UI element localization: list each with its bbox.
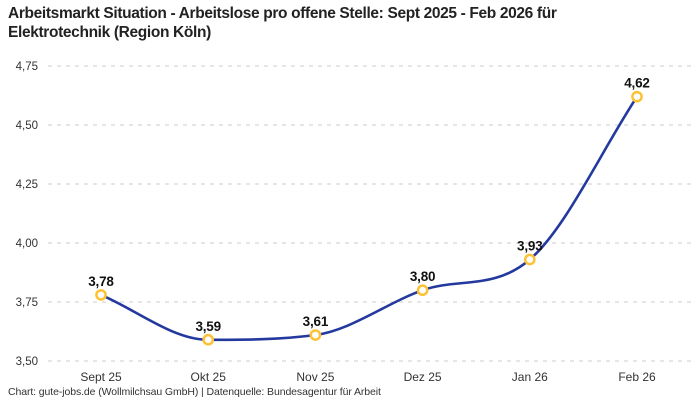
x-axis-tick-label: Dez 25 [404, 370, 442, 384]
y-axis-tick-label: 3,75 [16, 297, 38, 309]
x-axis-tick-label: Nov 25 [296, 370, 334, 384]
series-line [99, 95, 639, 342]
chart-attribution: Chart: gute-jobs.de (Wollmilchsau GmbH) … [8, 386, 381, 398]
data-point-label: 3,80 [410, 269, 435, 284]
data-point-label: 3,59 [195, 319, 220, 334]
x-axis-tick-label: Sept 25 [80, 370, 122, 384]
x-axis-tick-label: Okt 25 [191, 370, 227, 384]
y-axis-tick-label: 4,00 [16, 238, 38, 250]
data-point-marker [523, 253, 536, 266]
data-point-marker [416, 284, 429, 297]
data-point-label: 3,78 [88, 274, 114, 289]
chart-title-line1: Arbeitsmarkt Situation - Arbeitslose pro… [8, 5, 557, 22]
data-point-marker [95, 289, 107, 301]
data-point-marker [309, 329, 322, 341]
data-point-label: 3,61 [303, 314, 329, 329]
x-axis-tick-label: Feb 26 [618, 370, 656, 384]
y-axis-tick-label: 4,75 [16, 61, 38, 73]
chart-title: Arbeitsmarkt Situation - Arbeitslose pro… [8, 4, 696, 42]
y-axis-tick-label: 3,50 [16, 356, 38, 368]
y-axis-tick-label: 4,25 [16, 179, 38, 191]
chart-title-line2: Elektrotechnik (Region Köln) [8, 24, 211, 41]
data-point-label: 4,62 [624, 76, 649, 91]
data-point-marker [202, 333, 215, 346]
y-axis-tick-label: 4,50 [16, 120, 38, 132]
data-point-marker [631, 90, 643, 103]
data-point-label: 3,93 [517, 239, 543, 254]
x-axis-tick-label: Jan 26 [512, 370, 548, 384]
